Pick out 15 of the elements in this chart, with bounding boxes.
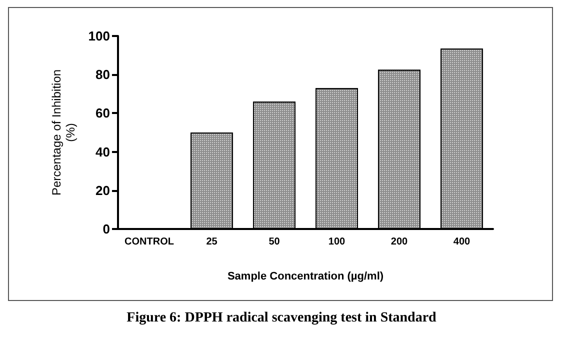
x-tick-label: 200	[390, 236, 408, 248]
x-tick-label: 50	[268, 236, 280, 248]
x-tick-label: 25	[206, 236, 218, 248]
y-tick-label: 40	[96, 144, 110, 160]
y-tick-label: 0	[102, 222, 110, 236]
x-axis-title: Sample Concentration (µg/ml)	[227, 270, 384, 282]
x-tick-label: 400	[453, 236, 471, 248]
x-tick-label: 100	[328, 236, 346, 248]
y-tick-label: 80	[96, 67, 110, 82]
x-tick-label: CONTROL	[124, 236, 174, 248]
text: Figure 6: DPPH radical scavenging test in Standard	[126, 310, 437, 326]
y-tick-label: 20	[96, 182, 110, 198]
y-tick-label: 100	[88, 28, 110, 44]
y-axis-title: Percentage of Inhibition (%)	[49, 69, 78, 196]
y-tick-label: 60	[96, 106, 110, 121]
